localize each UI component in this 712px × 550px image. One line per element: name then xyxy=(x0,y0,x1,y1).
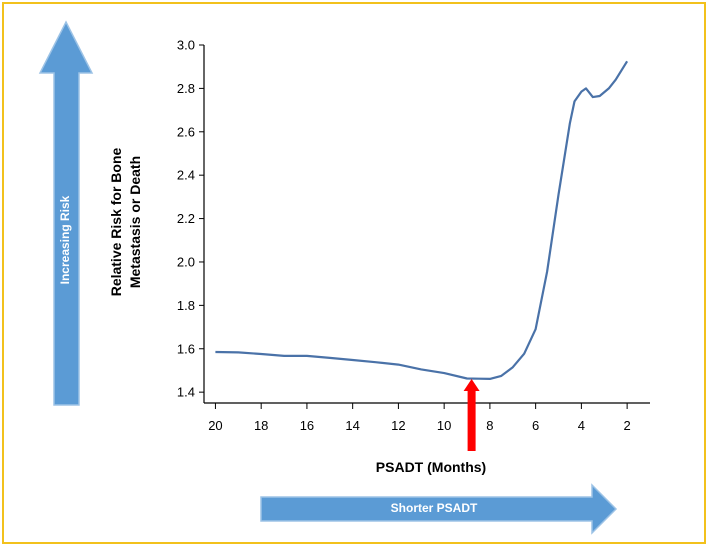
x-tick-label: 12 xyxy=(391,418,405,433)
y-axis-ticks: 1.4 1.6 1.8 2.0 2.2 2.4 2.6 2.8 3.0 xyxy=(177,38,204,400)
y-tick-label: 1.4 xyxy=(177,385,195,400)
y-axis-title-line-2: Metastasis or Death xyxy=(127,156,143,288)
shorter-psadt-arrow: Shorter PSADT xyxy=(260,483,618,535)
y-tick-label: 2.2 xyxy=(177,211,195,226)
x-tick-label: 16 xyxy=(300,418,314,433)
x-tick-label: 10 xyxy=(437,418,451,433)
y-axis-title-line-1: Relative Risk for Bone xyxy=(108,147,124,296)
y-axis-title: Relative Risk for Bone Metastasis or Dea… xyxy=(108,147,143,296)
series-line xyxy=(215,60,629,380)
x-axis-title: PSADT (Months) xyxy=(376,459,486,475)
y-tick-label: 1.6 xyxy=(177,341,195,356)
y-tick-label: 2.0 xyxy=(177,254,195,269)
y-tick-label: 2.8 xyxy=(177,81,195,96)
x-axis-ticks: 20 18 16 14 12 10 8 6 4 2 xyxy=(208,403,631,433)
x-tick-label: 4 xyxy=(578,418,585,433)
x-tick-label: 18 xyxy=(254,418,268,433)
x-tick-label: 14 xyxy=(345,418,359,433)
shorter-psadt-label: Shorter PSADT xyxy=(391,501,478,515)
marker-arrow-shape xyxy=(463,379,480,451)
x-tick-label: 8 xyxy=(486,418,493,433)
x-tick-label: 2 xyxy=(624,418,631,433)
y-tick-label: 3.0 xyxy=(177,38,195,53)
x-tick-label: 20 xyxy=(208,418,222,433)
y-tick-label: 1.8 xyxy=(177,298,195,313)
y-tick-label: 2.6 xyxy=(177,124,195,139)
increasing-risk-label: Increasing Risk xyxy=(58,195,72,284)
x-tick-label: 6 xyxy=(532,418,539,433)
y-tick-label: 2.4 xyxy=(177,168,195,183)
psadt-threshold-marker-arrow xyxy=(463,379,480,451)
increasing-risk-arrow-shape xyxy=(38,20,94,406)
increasing-risk-arrow: Increasing Risk xyxy=(38,20,94,406)
shorter-psadt-arrow-shape xyxy=(260,483,618,535)
